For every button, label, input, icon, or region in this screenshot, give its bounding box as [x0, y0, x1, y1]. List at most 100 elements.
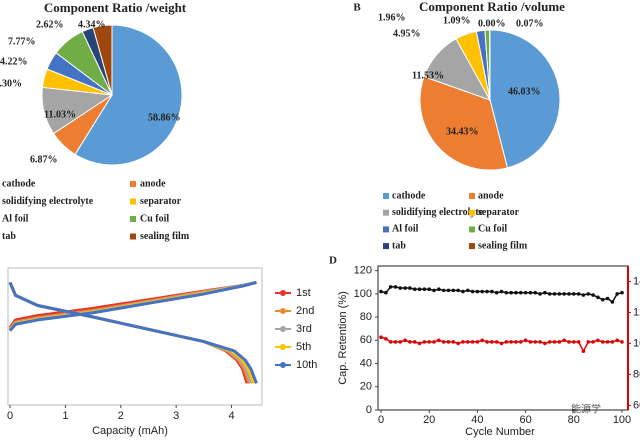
- series-point: [596, 338, 600, 343]
- y2-tick-label: 80: [633, 368, 640, 380]
- series-point: [514, 340, 518, 344]
- series-point: [480, 289, 485, 294]
- y-tick-label: 0: [366, 404, 372, 416]
- series-point: [475, 340, 480, 344]
- legend-label: Cu foil: [478, 224, 507, 235]
- series-point: [596, 295, 600, 300]
- y-axis-title: Cap. Retention (%): [337, 291, 349, 385]
- data-label: 2.62%: [36, 19, 64, 30]
- legend-label: solidifying electrolyte: [2, 196, 94, 207]
- legend-label: separator: [478, 207, 520, 218]
- legend-label: anode: [478, 190, 504, 201]
- series-point: [475, 289, 480, 294]
- legend-swatch: [383, 226, 389, 233]
- series-point: [567, 340, 571, 344]
- series-point: [465, 340, 470, 344]
- series-point: [470, 340, 475, 344]
- legend-label: Cu foil: [140, 213, 169, 224]
- series-point: [533, 290, 538, 295]
- panel-label: B: [353, 2, 361, 14]
- series-point: [591, 340, 595, 344]
- legend-label: cathode: [2, 178, 36, 189]
- y2-tick-label: 140: [633, 275, 640, 287]
- y2-tick-label: 100: [633, 337, 640, 349]
- series-point: [605, 340, 610, 344]
- series-point: [591, 293, 595, 297]
- series-point: [605, 296, 610, 301]
- plot-frame: [7, 267, 263, 406]
- series-point: [581, 293, 586, 297]
- y2-tick-label: 60: [633, 399, 640, 411]
- legend-swatch: [130, 233, 136, 240]
- series-point: [422, 287, 427, 292]
- legend-label: Al foil: [2, 213, 29, 224]
- series-point: [586, 292, 591, 296]
- x-tick-label: 40: [471, 414, 483, 426]
- series-point: [417, 287, 422, 292]
- y-tick-label: 60: [360, 334, 372, 346]
- series-point: [480, 338, 485, 343]
- series-point: [398, 340, 403, 344]
- data-label: 34.43%: [446, 126, 479, 137]
- legend-label: 2nd: [296, 305, 314, 317]
- series-point: [388, 340, 393, 344]
- series-point: [552, 292, 557, 296]
- series-point: [408, 286, 412, 290]
- y-tick-label: 20: [360, 381, 372, 393]
- x-tick-label: 80: [568, 414, 580, 426]
- series-point: [581, 349, 586, 353]
- y-tick-label: 80: [360, 311, 372, 323]
- legend-label: separator: [140, 196, 182, 207]
- data-label: 1.09%: [443, 15, 471, 26]
- series-point: [620, 290, 624, 295]
- series-point: [610, 300, 615, 304]
- legend-swatch: [469, 193, 475, 199]
- legend-marker: [280, 362, 286, 368]
- series-point: [576, 292, 581, 296]
- legend-label: 10th: [296, 359, 317, 371]
- series-point: [615, 338, 619, 343]
- data-label: 11.03%: [44, 109, 76, 120]
- data-label: 4.34%: [78, 19, 106, 30]
- legend-label: 1st: [296, 287, 311, 299]
- series-line: [8, 280, 258, 384]
- pie-slice: [92, 24, 113, 96]
- legend-label: 3rd: [296, 323, 312, 335]
- series-point: [620, 340, 624, 344]
- legend-swatch: [130, 181, 136, 187]
- series-point: [437, 287, 441, 292]
- series-point: [518, 340, 523, 344]
- series-line: [8, 280, 257, 384]
- series-point: [547, 292, 552, 296]
- series-point: [379, 335, 383, 340]
- series-point: [437, 338, 441, 343]
- series-point: [567, 292, 571, 296]
- data-label: 7.77%: [8, 36, 36, 47]
- x-tick-label: 0: [7, 410, 13, 422]
- data-label: 46.03%: [508, 86, 541, 97]
- series-point: [562, 292, 566, 296]
- series-point: [485, 289, 489, 294]
- series-point: [499, 341, 504, 346]
- series-point: [543, 290, 547, 295]
- data-label: 0.07%: [516, 18, 544, 29]
- series-point: [523, 290, 528, 295]
- series-point: [509, 290, 513, 295]
- series-point: [538, 340, 542, 344]
- x-tick-label: 60: [519, 414, 531, 426]
- series-point: [379, 289, 383, 294]
- series-point: [388, 285, 393, 289]
- series-point: [562, 338, 566, 343]
- x-tick-label: 2: [118, 410, 124, 422]
- series-point: [504, 340, 509, 344]
- legend-marker: [280, 308, 286, 314]
- x-tick-label: 0: [378, 414, 384, 426]
- x-tick-label: 20: [423, 414, 435, 426]
- legend-marker: [280, 290, 286, 296]
- series-point: [446, 288, 451, 293]
- chart-title: Component Ratio /weight: [44, 0, 187, 15]
- legend-label: tab: [392, 240, 406, 251]
- series-point: [499, 289, 504, 294]
- series-point: [572, 340, 576, 344]
- series-point: [403, 286, 407, 290]
